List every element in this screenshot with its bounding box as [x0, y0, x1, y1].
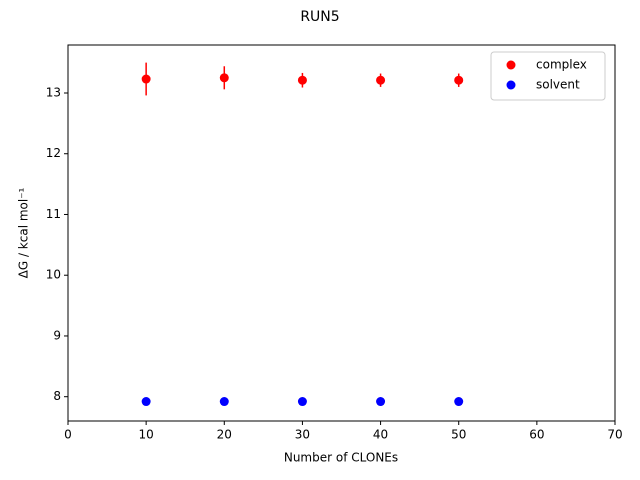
y-tick-label: 12	[46, 146, 61, 160]
legend-marker	[506, 60, 516, 70]
plot-frame	[67, 44, 616, 422]
x-tick-label: 0	[64, 428, 72, 442]
x-tick-label: 50	[451, 428, 466, 442]
point	[454, 75, 464, 85]
point	[219, 73, 229, 83]
y-tick-label: 9	[53, 328, 61, 342]
x-tick-label: 20	[217, 428, 232, 442]
point	[219, 397, 229, 407]
x-tick-label: 70	[607, 428, 622, 442]
y-axis-label: ΔG / kcal mol⁻¹	[17, 187, 31, 278]
point	[376, 397, 386, 407]
point	[141, 397, 151, 407]
x-tick-label: 60	[529, 428, 544, 442]
x-tick-label: 40	[373, 428, 388, 442]
point	[297, 75, 307, 85]
point	[141, 74, 151, 84]
legend-label: solvent	[536, 78, 580, 92]
y-tick-label: 13	[46, 85, 61, 99]
y-tick-label: 10	[46, 268, 61, 282]
point	[297, 397, 307, 407]
x-tick-label: 30	[295, 428, 310, 442]
y-tick-label: 8	[53, 389, 61, 403]
x-axis-label: Number of CLONEs	[284, 451, 398, 465]
point	[376, 75, 386, 85]
legend-box	[490, 51, 606, 101]
point	[454, 397, 464, 407]
legend-label: complex	[536, 58, 587, 72]
legend-marker	[506, 80, 516, 90]
chart-title: RUN5	[300, 9, 339, 25]
x-tick-label: 10	[139, 428, 154, 442]
y-tick-label: 11	[46, 207, 61, 221]
